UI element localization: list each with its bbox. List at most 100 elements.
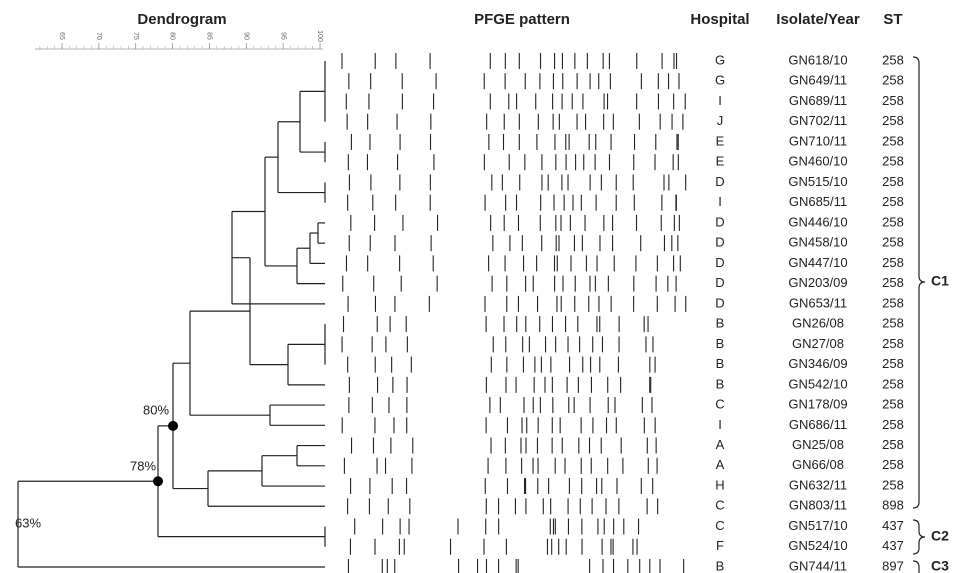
isolate: GN178/09 (788, 397, 847, 412)
ruler-tick-label: 65 (58, 32, 65, 40)
st: 258 (882, 73, 904, 88)
hospital: D (715, 275, 724, 290)
isolate: GN66/08 (792, 457, 844, 472)
hospital: D (715, 255, 724, 270)
isolate: GN702/11 (789, 113, 847, 128)
cluster-label: C3 (931, 558, 949, 573)
figure: Dendrogram PFGE pattern Hospital Isolate… (0, 0, 958, 573)
hospital: H (715, 477, 724, 492)
st: 258 (882, 113, 904, 128)
header-hospital: Hospital (690, 11, 749, 28)
hospital: G (715, 73, 725, 88)
hospital: B (716, 356, 725, 371)
isolate: GN346/09 (788, 356, 847, 371)
isolate: GN653/11 (789, 295, 847, 310)
hospital: A (716, 437, 725, 452)
ruler-tick-label: 85 (206, 32, 213, 40)
isolate: GN710/11 (789, 133, 847, 148)
hospital: D (715, 174, 724, 189)
st: 258 (882, 52, 904, 67)
st: 258 (882, 295, 904, 310)
ruler-tick-label: 80 (169, 32, 176, 40)
hospital: C (715, 518, 724, 533)
hospital: E (716, 133, 725, 148)
ruler-tick-label: 90 (242, 32, 249, 40)
isolate: GN517/10 (788, 518, 847, 533)
isolate: GN446/10 (788, 214, 847, 229)
st: 897 (882, 558, 904, 573)
st: 258 (882, 316, 904, 331)
st: 437 (882, 518, 904, 533)
isolate: GN524/10 (788, 538, 847, 553)
hospital: D (715, 214, 724, 229)
hospital: I (718, 194, 722, 209)
hospital: B (716, 376, 725, 391)
ruler-tick-label: 100 (316, 30, 323, 42)
st: 258 (882, 275, 904, 290)
isolate: GN515/10 (788, 174, 847, 189)
cluster-label: C2 (931, 528, 949, 544)
node-label: 80% (143, 402, 169, 417)
bracket-c1 (913, 57, 925, 508)
hospital: B (716, 558, 725, 573)
st: 258 (882, 356, 904, 371)
st: 258 (882, 255, 904, 270)
isolate: GN27/08 (792, 336, 844, 351)
isolate: GN542/10 (788, 376, 847, 391)
isolate: GN744/11 (789, 558, 847, 573)
st: 258 (882, 336, 904, 351)
hospital: B (716, 336, 725, 351)
st: 258 (882, 194, 904, 209)
hospital: I (718, 417, 722, 432)
st: 898 (882, 498, 904, 513)
st: 258 (882, 376, 904, 391)
hospital: J (717, 113, 724, 128)
hospital: B (716, 316, 725, 331)
hospital: C (715, 498, 724, 513)
st: 258 (882, 133, 904, 148)
ruler-tick-label: 75 (132, 32, 139, 40)
hospital: I (718, 93, 722, 108)
isolate: GN26/08 (792, 316, 844, 331)
isolate: GN460/10 (788, 154, 847, 169)
hospital: D (715, 295, 724, 310)
st: 258 (882, 93, 904, 108)
ruler-tick-label: 70 (95, 32, 102, 40)
node-label: 78% (130, 458, 156, 473)
hospital: G (715, 52, 725, 67)
st: 258 (882, 174, 904, 189)
isolate: GN803/11 (789, 498, 847, 513)
isolate: GN632/11 (789, 477, 847, 492)
header-st: ST (883, 11, 902, 28)
hospital: D (715, 235, 724, 250)
header-dendrogram: Dendrogram (137, 11, 226, 28)
bracket-c2 (913, 520, 925, 554)
isolate: GN203/09 (788, 275, 847, 290)
node-dot (153, 476, 163, 486)
hospital: C (715, 397, 724, 412)
st: 258 (882, 477, 904, 492)
isolate: GN618/10 (788, 52, 847, 67)
st: 258 (882, 214, 904, 229)
hospital: E (716, 154, 725, 169)
ruler-tick-label: 95 (279, 32, 286, 40)
cluster-label: C1 (931, 273, 949, 289)
node-label: 63% (15, 515, 41, 530)
isolate: GN447/10 (788, 255, 847, 270)
hospital: A (716, 457, 725, 472)
st: 258 (882, 154, 904, 169)
node-dot (168, 421, 178, 431)
bracket-c3 (913, 561, 919, 573)
st: 258 (882, 417, 904, 432)
st: 258 (882, 397, 904, 412)
isolate: GN685/11 (789, 194, 847, 209)
header-pfge: PFGE pattern (474, 11, 570, 28)
isolate: GN25/08 (792, 437, 844, 452)
isolate: GN649/11 (789, 73, 847, 88)
header-isolate: Isolate/Year (776, 11, 860, 28)
isolate: GN458/10 (788, 235, 847, 250)
st: 258 (882, 437, 904, 452)
st: 437 (882, 538, 904, 553)
isolate: GN689/11 (789, 93, 847, 108)
isolate: GN686/11 (789, 417, 847, 432)
